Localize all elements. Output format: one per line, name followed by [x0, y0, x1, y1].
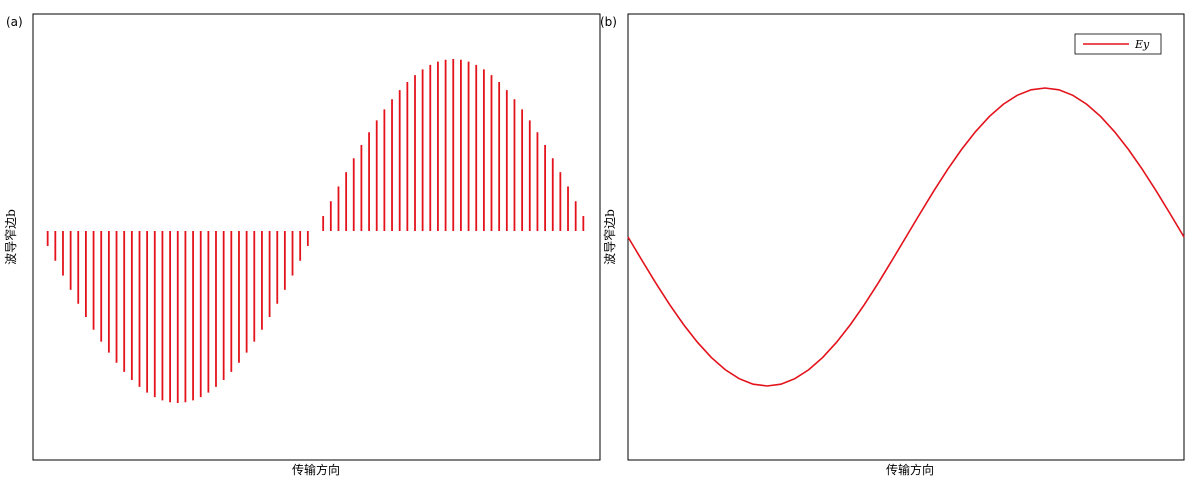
x-axis-label-a: 传输方向 — [292, 462, 340, 477]
legend: Ey — [1074, 33, 1162, 55]
panel-a: (a) 波导窄边b 传输方向 — [3, 13, 601, 477]
y-axis-label-b: 波导窄边b — [602, 209, 617, 265]
y-axis-label-a: 波导窄边b — [3, 209, 18, 265]
x-axis-label-b: 传输方向 — [886, 462, 934, 477]
panel-a-label: (a) — [6, 15, 23, 29]
plot-frame-a — [32, 13, 601, 461]
panel-b-label: (b) — [600, 15, 617, 29]
legend-label-ey: Ey — [1134, 38, 1150, 51]
series-line-ey — [627, 87, 1185, 387]
stem-series-a — [46, 59, 585, 403]
panel-b: (b) 波导窄边b 传输方向 Ey — [600, 13, 1185, 477]
